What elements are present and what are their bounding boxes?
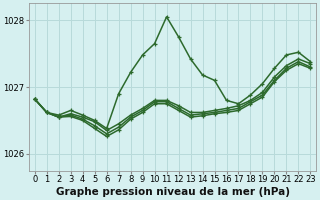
X-axis label: Graphe pression niveau de la mer (hPa): Graphe pression niveau de la mer (hPa): [56, 187, 290, 197]
